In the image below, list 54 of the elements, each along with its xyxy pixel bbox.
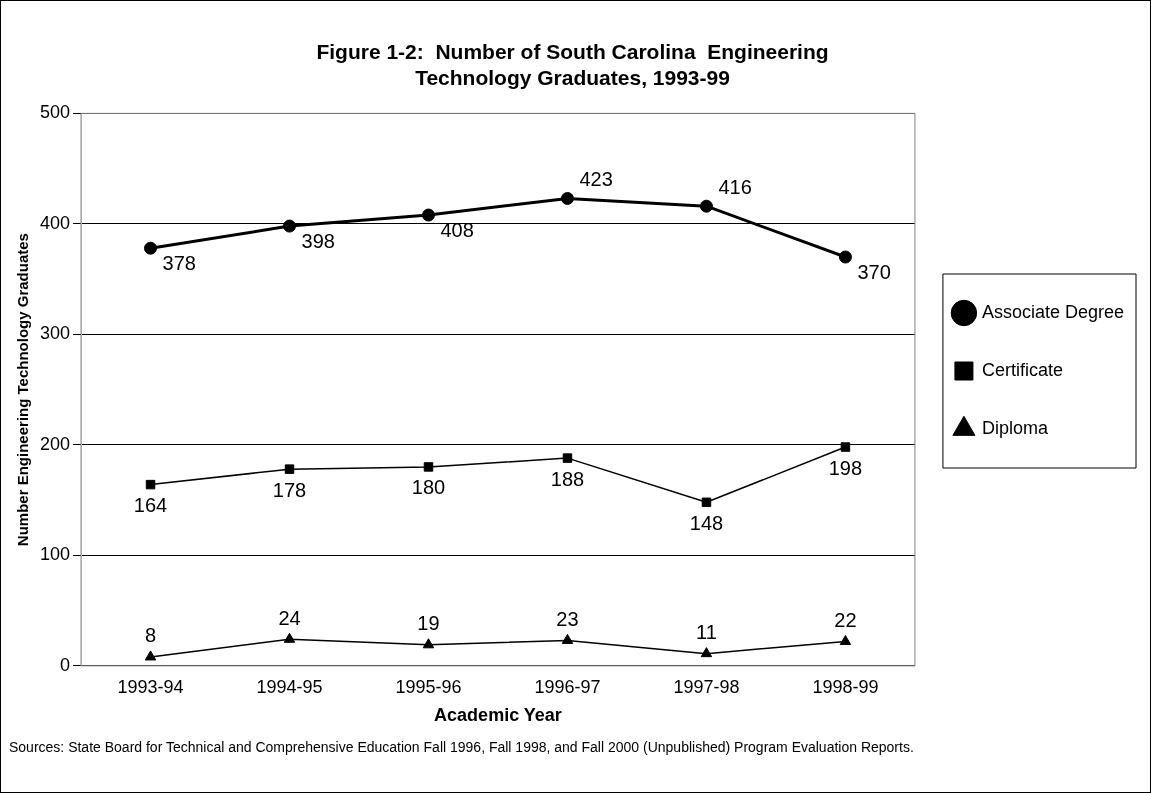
data-label: 148: [689, 511, 724, 534]
y-tick-label: 100: [39, 544, 71, 565]
x-tick-label: 1996-97: [534, 676, 601, 697]
data-label: 398: [301, 229, 335, 252]
chart-title: Figure 1-2: Number of South Carolina Engineering Technology Graduates, 1993-99: [316, 40, 829, 89]
point: [422, 638, 435, 649]
x-tick-label: 1998-99: [812, 676, 879, 697]
data-label: 23: [556, 607, 579, 630]
point: [561, 633, 574, 644]
data-label: 198: [828, 456, 863, 479]
x-tick-label: 1993-94: [117, 676, 184, 697]
x-tick-label: 1997-98: [673, 676, 740, 697]
legend-label: Certificate: [981, 359, 1063, 380]
y-tick-label: 500: [39, 102, 71, 123]
data-label: 24: [278, 606, 301, 629]
point: [699, 199, 713, 213]
data-label: 178: [272, 478, 307, 501]
data-label: 8: [144, 624, 157, 647]
y-tick-label: 400: [39, 212, 71, 233]
point: [284, 464, 295, 474]
data-label: 11: [696, 621, 717, 644]
point: [145, 479, 156, 490]
point: [562, 453, 573, 463]
point: [144, 241, 158, 255]
point: [421, 208, 435, 222]
data-label: 416: [718, 175, 752, 198]
legend-label: Diploma: [981, 417, 1049, 438]
data-label: 378: [162, 251, 196, 274]
data-label: 370: [857, 260, 891, 283]
data-label: 188: [550, 467, 585, 490]
y-tick-label: 0: [60, 654, 71, 675]
point: [423, 462, 434, 472]
point: [144, 650, 157, 661]
data-label: 164: [133, 494, 168, 517]
point: [840, 442, 851, 452]
data-label: 22: [834, 609, 857, 632]
legend-label: Associate Degree: [981, 301, 1124, 322]
y-axis-title: Number Engineering Technology Graduates: [14, 233, 32, 547]
point: [701, 497, 712, 508]
point: [839, 634, 852, 645]
source-note: Sources: State Board for Technical and Comprehensive Education Fall 1996, Fall 1998, and Fall 2000 (Unpublished) Program Evaluation Reports.: [9, 738, 915, 757]
point: [283, 219, 297, 233]
data-label: 180: [411, 476, 446, 499]
data-label: 19: [417, 612, 440, 635]
point: [283, 632, 296, 643]
x-tick-label: 1994-95: [256, 676, 323, 697]
x-tick-label: 1995-96: [395, 676, 462, 697]
data-label: 423: [579, 167, 613, 190]
point: [838, 250, 852, 264]
x-axis-title: Academic Year: [434, 705, 562, 726]
y-tick-label: 300: [39, 323, 71, 344]
y-tick-label: 200: [39, 433, 71, 454]
point: [700, 647, 713, 658]
point: [560, 191, 574, 205]
